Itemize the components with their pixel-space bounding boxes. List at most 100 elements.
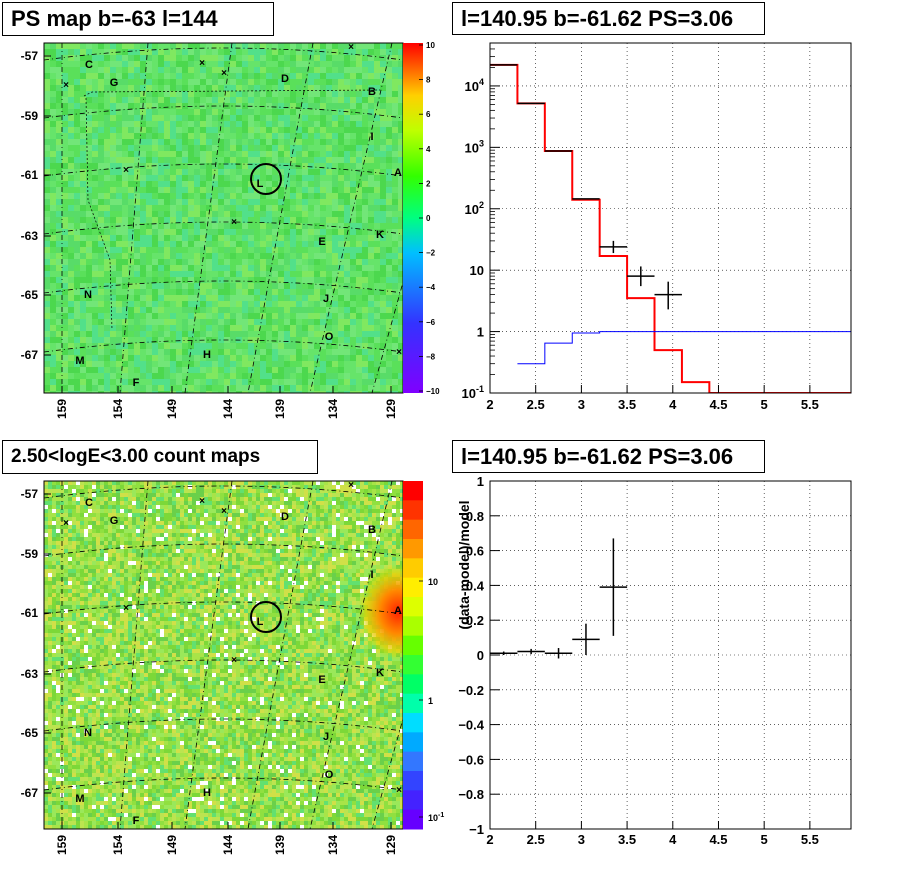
ps-map-pixel bbox=[392, 199, 398, 205]
ps-map-pixel bbox=[116, 73, 122, 79]
count-map-pixel bbox=[104, 481, 108, 485]
ps-map-pixel bbox=[50, 391, 56, 393]
ps-map-pixel bbox=[368, 145, 374, 151]
count-map-pixel bbox=[292, 505, 296, 509]
ps-map-pixel bbox=[308, 379, 314, 385]
count-map-pixel bbox=[140, 481, 144, 485]
ps-map-pixel bbox=[98, 103, 104, 109]
ps-map-pixel bbox=[74, 367, 80, 373]
count-map-pixel bbox=[320, 509, 324, 513]
ps-map-pixel bbox=[104, 301, 110, 307]
count-map-pixel bbox=[156, 493, 160, 497]
ps-map-pixel bbox=[80, 337, 86, 343]
count-map-pixel bbox=[224, 485, 228, 489]
ps-map-pixel bbox=[44, 79, 50, 85]
ps-map-pixel bbox=[134, 301, 140, 307]
ps-map-pixel bbox=[362, 169, 368, 175]
ps-map-pixel bbox=[356, 163, 362, 169]
ps-map-pixel bbox=[338, 199, 344, 205]
ps-map-pixel bbox=[362, 313, 368, 319]
count-map-pixel bbox=[400, 525, 403, 529]
ps-map-pixel bbox=[146, 103, 152, 109]
ps-map-pixel bbox=[398, 121, 403, 127]
ps-map-pixel bbox=[104, 73, 110, 79]
ps-map-pixel bbox=[338, 361, 344, 367]
ps-map-pixel bbox=[176, 133, 182, 139]
ps-map-pixel bbox=[380, 343, 386, 349]
ps-map-pixel bbox=[86, 61, 92, 67]
ps-map-pixel bbox=[200, 325, 206, 331]
ps-map-pixel bbox=[386, 139, 392, 145]
count-map-pixel bbox=[140, 533, 144, 537]
ps-map-pixel bbox=[146, 223, 152, 229]
ps-map-pixel bbox=[308, 229, 314, 235]
ps-map-pixel bbox=[326, 337, 332, 343]
ps-map-pixel bbox=[356, 103, 362, 109]
ps-map-pixel bbox=[74, 127, 80, 133]
count-map-pixel bbox=[260, 493, 264, 497]
count-map-pixel bbox=[252, 525, 256, 529]
ps-map-pixel bbox=[398, 229, 403, 235]
count-map-pixel bbox=[280, 525, 284, 529]
ps-map-pixel bbox=[188, 331, 194, 337]
count-map-pixel bbox=[228, 481, 232, 485]
ps-map-pixel bbox=[386, 235, 392, 241]
ps-map-pixel bbox=[260, 259, 266, 265]
ps-map-pixel bbox=[104, 157, 110, 163]
ps-map-pixel bbox=[308, 217, 314, 223]
ps-map-pixel bbox=[68, 241, 74, 247]
ps-map-pixel bbox=[146, 235, 152, 241]
ps-map-pixel bbox=[272, 127, 278, 133]
ps-map-pixel bbox=[308, 373, 314, 379]
ps-map-pixel bbox=[44, 43, 50, 49]
ps-map-pixel bbox=[302, 229, 308, 235]
ps-map-pixel bbox=[242, 193, 248, 199]
ps-map-pixel bbox=[242, 121, 248, 127]
ps-map-pixel bbox=[266, 235, 272, 241]
ps-map-pixel bbox=[374, 367, 380, 373]
ps-map-pixel bbox=[134, 97, 140, 103]
ps-map-pixel bbox=[344, 133, 350, 139]
ps-map-pixel bbox=[308, 331, 314, 337]
ps-map-pixel bbox=[68, 337, 74, 343]
ps-map-pixel bbox=[386, 391, 392, 393]
ps-map-pixel bbox=[302, 163, 308, 169]
count-map-pixel bbox=[316, 501, 320, 505]
ps-map-pixel bbox=[362, 91, 368, 97]
ps-map-pixel bbox=[380, 121, 386, 127]
ps-map-pixel bbox=[320, 343, 326, 349]
ps-map-pixel bbox=[236, 67, 242, 73]
ps-map-pixel bbox=[170, 61, 176, 67]
ps-map-pixel bbox=[176, 55, 182, 61]
ps-map-pixel bbox=[230, 169, 236, 175]
ps-map-pixel bbox=[350, 295, 356, 301]
ps-map-pixel bbox=[176, 181, 182, 187]
count-map-pixel bbox=[184, 485, 188, 489]
ps-map-pixel bbox=[290, 367, 296, 373]
ps-map-pixel bbox=[56, 349, 62, 355]
ps-map-pixel bbox=[116, 265, 122, 271]
ps-map-pixel bbox=[164, 217, 170, 223]
ps-map-pixel bbox=[254, 73, 260, 79]
ps-map-pixel bbox=[170, 127, 176, 133]
ps-map-pixel bbox=[266, 199, 272, 205]
ps-map-pixel bbox=[188, 373, 194, 379]
ps-map-pixel bbox=[308, 109, 314, 115]
count-map-pixel bbox=[116, 489, 120, 493]
ps-map-pixel bbox=[104, 229, 110, 235]
ps-map-pixel bbox=[86, 253, 92, 259]
ps-map-pixel bbox=[398, 373, 403, 379]
ps-map-pixel bbox=[284, 199, 290, 205]
ps-map-pixel bbox=[290, 187, 296, 193]
ps-map-pixel bbox=[194, 85, 200, 91]
ps-map-pixel bbox=[158, 127, 164, 133]
ps-map-pixel bbox=[98, 109, 104, 115]
ps-map-pixel bbox=[92, 157, 98, 163]
ps-map-pixel bbox=[134, 139, 140, 145]
count-map-pixel bbox=[96, 485, 100, 489]
ps-map-pixel bbox=[230, 61, 236, 67]
ps-map-pixel bbox=[272, 283, 278, 289]
ps-map-pixel bbox=[266, 367, 272, 373]
count-map-pixel bbox=[192, 529, 196, 533]
ps-map-pixel bbox=[212, 277, 218, 283]
